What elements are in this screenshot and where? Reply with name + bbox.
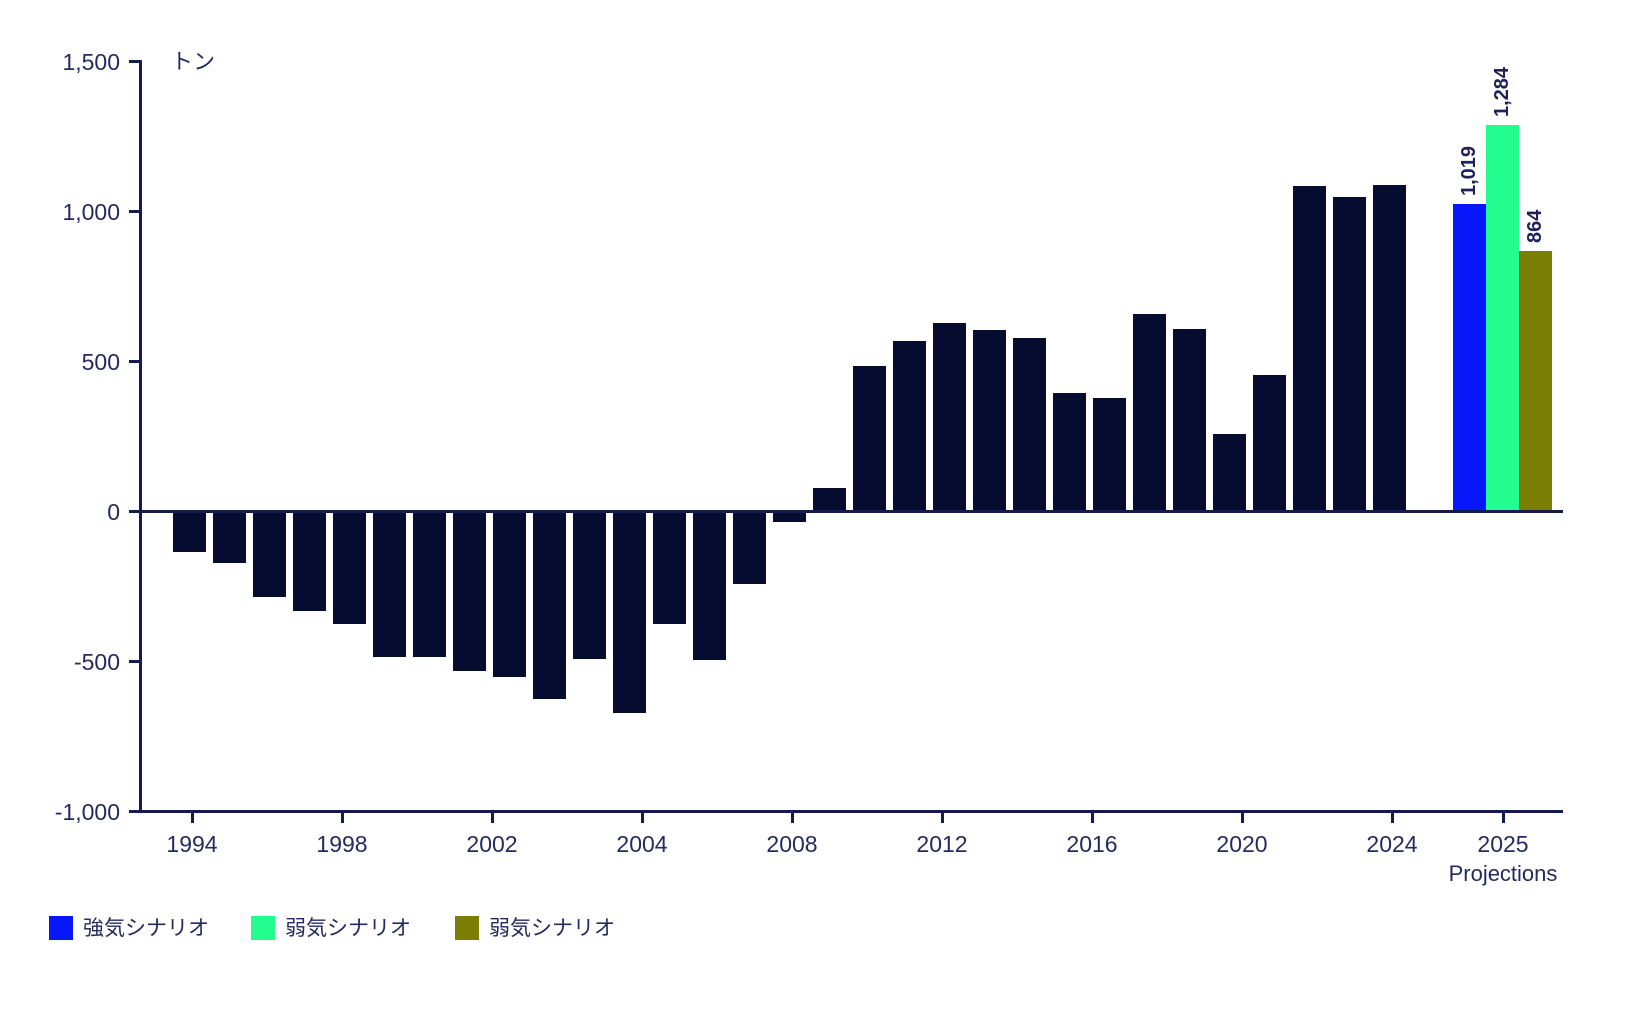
zero-baseline: [129, 510, 1563, 513]
bar-2011: [852, 366, 886, 510]
x-axis-tick: [1240, 811, 1244, 823]
y-tick-label: 1,000: [62, 198, 120, 225]
x-tick-label: 2024: [1366, 831, 1418, 857]
bar-2007: [692, 513, 726, 660]
y-tick-label: 0: [107, 498, 120, 525]
bar-2017: [1092, 397, 1126, 510]
bar-1999: [372, 513, 406, 657]
x-tick-label: 2002: [466, 831, 518, 857]
bar-2019: [1172, 328, 1206, 510]
bar-2014: [972, 330, 1006, 510]
x-axis-line: [129, 810, 1563, 813]
legend-swatch-3: [455, 916, 479, 940]
bar-1997: [292, 513, 326, 611]
bar-2006: [652, 513, 686, 624]
projection-bar-1: [1453, 204, 1486, 510]
y-tick-label: -1,000: [54, 798, 120, 825]
y-axis-tick: [129, 210, 140, 213]
legend-label-3: 弱気シナリオ: [489, 917, 615, 940]
bar-2002: [492, 513, 526, 677]
bar-2000: [412, 513, 446, 657]
bar-2013: [932, 322, 966, 510]
projection-bar-3: [1519, 250, 1552, 510]
y-tick-label: 1,500: [62, 48, 120, 75]
x-tick-label: 2004: [616, 831, 668, 857]
legend-swatch-1: [49, 916, 73, 940]
x-axis-tick: [490, 811, 494, 823]
x-axis-tick: [1501, 811, 1505, 823]
y-tick-label: 500: [81, 348, 120, 375]
x-axis-tick: [1390, 811, 1394, 823]
x-tick-label: 1994: [166, 831, 218, 857]
x-tick-label: 2012: [916, 831, 968, 857]
bar-2024: [1372, 184, 1406, 510]
x-axis-tick: [940, 811, 944, 823]
bar-2015: [1012, 337, 1046, 510]
bar-2023: [1332, 196, 1366, 510]
bar-2005: [612, 513, 646, 713]
x-axis-tick: [190, 811, 194, 823]
bar-2022: [1292, 186, 1326, 510]
y-axis-unit-label: トン: [171, 49, 216, 74]
bar-2003: [532, 513, 566, 699]
bar-2016: [1052, 393, 1086, 510]
x-axis-projections-note: Projections: [1448, 861, 1558, 886]
legend-label-2: 弱気シナリオ: [285, 917, 411, 940]
projection-bar-2: [1486, 124, 1519, 510]
bar-1998: [332, 513, 366, 624]
x-tick-label: 2025: [1477, 831, 1529, 857]
bar-2021: [1252, 375, 1286, 510]
bar-1996: [252, 513, 286, 597]
bar-2008: [732, 513, 766, 584]
legend-swatch-2: [251, 916, 275, 940]
x-tick-label: 2020: [1216, 831, 1268, 857]
x-axis-tick: [640, 811, 644, 823]
x-tick-label: 2008: [766, 831, 818, 857]
bar-2009: [772, 513, 806, 522]
bar-2004: [572, 513, 606, 659]
legend-label-1: 強気シナリオ: [83, 917, 209, 940]
bar-2010: [812, 487, 846, 510]
y-axis-line: [139, 60, 142, 813]
y-axis-tick: [129, 660, 140, 663]
y-axis-tick: [129, 60, 140, 63]
x-axis-tick: [1090, 811, 1094, 823]
x-tick-label: 1998: [316, 831, 368, 857]
bar-2020: [1212, 433, 1246, 510]
bar-2001: [452, 513, 486, 671]
x-tick-label: 2016: [1066, 831, 1118, 857]
y-axis-tick: [129, 360, 140, 363]
bar-1994: [172, 513, 206, 552]
y-axis-tick: [129, 510, 140, 513]
y-axis-tick: [129, 810, 140, 813]
bar-2018: [1132, 313, 1166, 510]
y-tick-label: -500: [73, 648, 120, 675]
x-axis-tick: [340, 811, 344, 823]
x-axis-tick: [790, 811, 794, 823]
bar-1995: [212, 513, 246, 563]
bar-2012: [892, 340, 926, 510]
